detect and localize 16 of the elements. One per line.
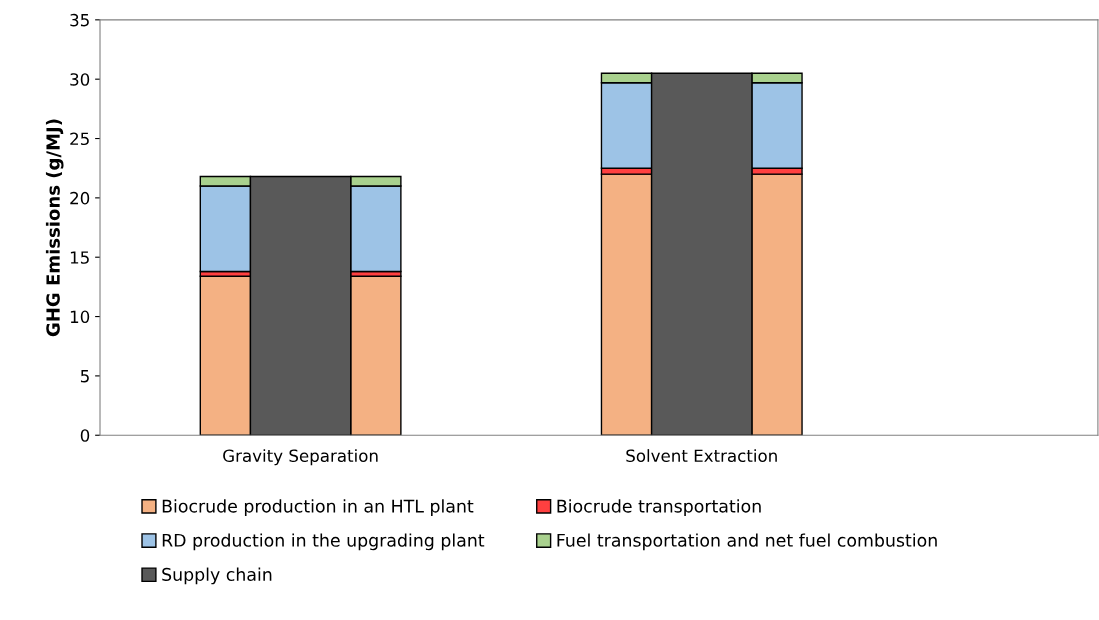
y-tick-label: 20 bbox=[70, 191, 90, 205]
legend-label: Fuel transportation and net fuel combustion bbox=[557, 533, 937, 551]
legend-label: Supply chain bbox=[162, 567, 272, 585]
y-tick-label: 15 bbox=[70, 251, 89, 264]
y-tick-label: 25 bbox=[70, 132, 89, 146]
y-tick-label: 30 bbox=[70, 73, 90, 86]
y-tick-label: 0 bbox=[80, 429, 90, 442]
y-axis-title: GHG Emissions (g/MJ) bbox=[45, 119, 64, 337]
legend-label: Biocrude transportation bbox=[557, 499, 761, 517]
legend-label: Biocrude production in an HTL plant bbox=[162, 499, 474, 517]
y-tick-label: 5 bbox=[80, 370, 89, 383]
y-tick-label: 35 bbox=[70, 13, 89, 27]
x-tick-label: Gravity Separation bbox=[223, 449, 378, 466]
x-tick-label: Solvent Extraction bbox=[626, 449, 777, 463]
legend-label: RD production in the upgrading plant bbox=[162, 533, 485, 551]
y-tick-label: 10 bbox=[70, 310, 90, 324]
